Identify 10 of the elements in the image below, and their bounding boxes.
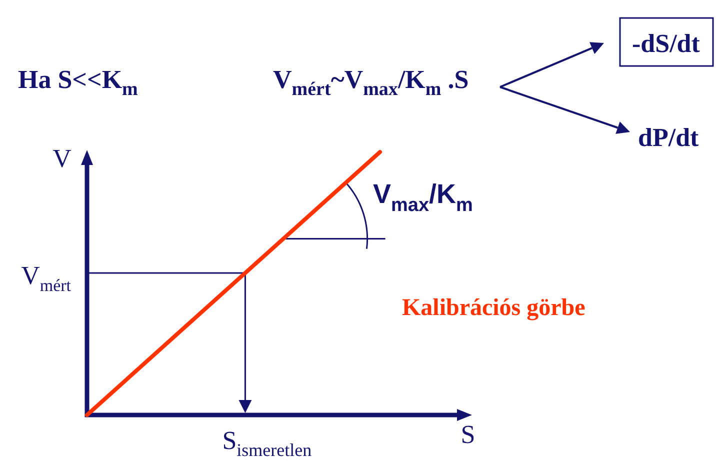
text: S$_{ismeretlen}$ (222, 426, 312, 460)
text: V$_{mért}$~V$_{max}$/K$_{m}$ .S (273, 65, 469, 100)
text: Kalibrációs görbe (402, 295, 586, 322)
text: Ha S<<K$_{m}$ (18, 65, 138, 100)
text: -dS/dt (632, 29, 700, 58)
text: dP/dt (638, 123, 700, 152)
annotation: V$_{max}$/K$_{m}$ (373, 179, 473, 216)
x-axis-title: S (460, 420, 476, 449)
y-axis-title: V (52, 144, 72, 173)
ref-line-label: V$_{mért}$ (21, 260, 72, 295)
